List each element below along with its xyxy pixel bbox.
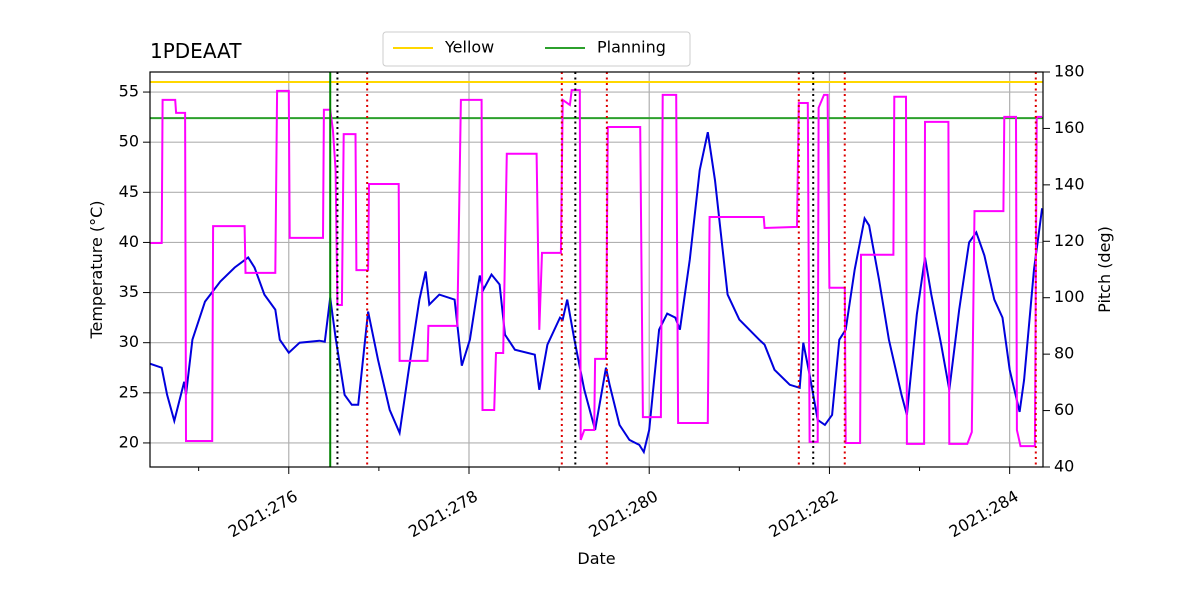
y2-axis-label: Pitch (deg) xyxy=(1095,226,1114,313)
y-tick-label: 50 xyxy=(119,132,139,151)
chart-title: 1PDEAAT xyxy=(150,39,242,63)
series-line xyxy=(150,131,1043,455)
y-axis-label: Temperature (°C) xyxy=(87,200,106,339)
legend-box xyxy=(382,31,691,67)
y-tick-label: 25 xyxy=(119,382,139,401)
y-tick-label: 40 xyxy=(119,232,139,251)
y2-tick-label: 80 xyxy=(1054,344,1074,363)
plot-area xyxy=(150,72,1043,467)
legend: Yellow Planning xyxy=(382,31,691,67)
x-tick-label: 2021:276 xyxy=(225,486,301,541)
y2-tick-label: 60 xyxy=(1054,400,1074,419)
y2-tick-label: 180 xyxy=(1054,62,1085,81)
y-tick-label: 45 xyxy=(119,182,139,201)
y-tick-label: 20 xyxy=(119,432,139,451)
y2-tick-label: 120 xyxy=(1054,231,1085,250)
y-tick-label: 35 xyxy=(119,282,139,301)
legend-label: Planning xyxy=(597,38,666,57)
y-tick-label: 55 xyxy=(119,82,139,101)
x-tick-label: 2021:280 xyxy=(585,486,661,541)
y2-tick-label: 40 xyxy=(1054,457,1074,476)
series-line xyxy=(150,89,1043,448)
plot-frame xyxy=(149,71,1044,468)
y2-tick-label: 160 xyxy=(1054,118,1085,137)
x-tick-label: 2021:284 xyxy=(946,486,1022,541)
x-tick-label: 2021:278 xyxy=(405,486,481,541)
x-tick-label: 2021:282 xyxy=(766,486,842,541)
y2-tick-label: 140 xyxy=(1054,174,1085,193)
x-axis-label: Date xyxy=(577,549,615,568)
y2-tick-label: 100 xyxy=(1054,287,1085,306)
y-tick-label: 30 xyxy=(119,332,139,351)
legend-label: Yellow xyxy=(444,38,494,57)
